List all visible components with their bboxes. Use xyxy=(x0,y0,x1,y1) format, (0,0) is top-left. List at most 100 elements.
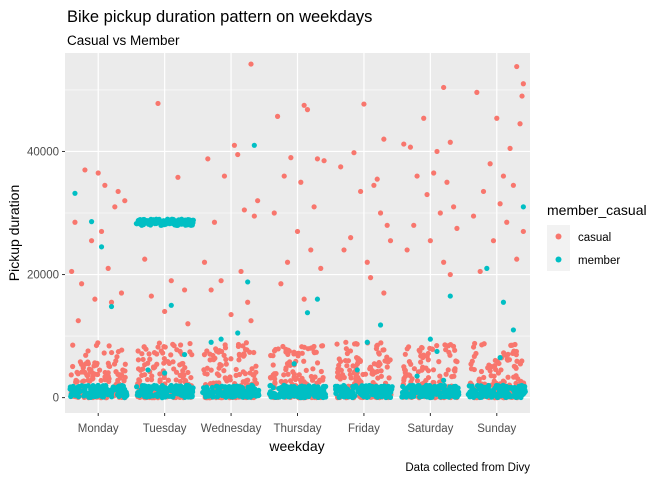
casual-point xyxy=(165,377,171,383)
legend-label-casual: casual xyxy=(578,232,611,244)
casual-point xyxy=(402,351,408,357)
member-point xyxy=(303,393,309,399)
member-point xyxy=(88,219,95,225)
member-point xyxy=(510,327,516,333)
casual-point xyxy=(314,156,321,162)
casual-point xyxy=(502,352,509,358)
casual-point xyxy=(212,355,218,361)
member-point xyxy=(149,386,155,392)
casual-point xyxy=(505,374,511,380)
member-point xyxy=(181,351,188,358)
casual-point xyxy=(223,361,229,367)
casual-point xyxy=(84,372,90,378)
casual-point xyxy=(447,271,453,278)
casual-point xyxy=(243,340,249,346)
member-point xyxy=(378,389,385,395)
casual-point xyxy=(321,158,327,164)
casual-point xyxy=(425,368,432,374)
member-point xyxy=(465,391,471,398)
casual-point xyxy=(272,380,278,386)
casual-point xyxy=(108,349,115,356)
casual-point xyxy=(298,179,304,185)
casual-point xyxy=(274,113,281,119)
casual-point xyxy=(278,281,284,287)
casual-point xyxy=(404,247,410,253)
casual-point xyxy=(102,182,108,188)
casual-point xyxy=(301,296,307,302)
casual-point xyxy=(470,213,477,219)
member-point xyxy=(115,384,121,390)
casual-point xyxy=(177,342,184,348)
casual-point xyxy=(115,188,121,195)
member-point xyxy=(315,384,321,390)
y-axis-label: Pickup duration xyxy=(6,185,22,282)
casual-point xyxy=(401,375,407,381)
casual-point xyxy=(493,366,499,373)
casual-point xyxy=(140,366,146,372)
member-point xyxy=(407,385,413,391)
member-point xyxy=(219,383,225,389)
casual-point xyxy=(98,377,104,384)
casual-point xyxy=(216,365,222,371)
casual-point xyxy=(235,151,241,158)
casual-point xyxy=(318,368,324,375)
casual-point xyxy=(490,238,497,244)
casual-point xyxy=(171,366,177,372)
casual-point xyxy=(283,365,289,371)
member-point xyxy=(155,392,161,398)
casual-point xyxy=(386,375,392,381)
casual-point xyxy=(318,265,324,271)
casual-point xyxy=(444,179,450,185)
member-point xyxy=(235,330,241,336)
casual-point xyxy=(68,372,74,378)
casual-point xyxy=(312,374,318,380)
casual-point xyxy=(360,371,366,378)
casual-point xyxy=(83,352,89,358)
casual-point xyxy=(233,366,239,373)
casual-point xyxy=(401,366,408,373)
member-point xyxy=(254,392,260,398)
casual-point xyxy=(242,371,248,377)
member-point xyxy=(215,393,221,400)
casual-point xyxy=(87,369,93,375)
member-point xyxy=(305,388,311,394)
casual-point xyxy=(468,361,474,367)
casual-point xyxy=(383,358,389,364)
casual-point xyxy=(344,350,350,357)
casual-point xyxy=(376,351,382,357)
member-point xyxy=(447,384,453,390)
member-point xyxy=(495,383,501,389)
member-point xyxy=(484,265,490,271)
casual-point xyxy=(284,361,291,367)
casual-point xyxy=(367,366,373,372)
casual-point xyxy=(170,341,176,347)
casual-point xyxy=(514,63,520,70)
casual-point xyxy=(520,228,526,235)
member-point xyxy=(245,384,251,390)
casual-point xyxy=(308,247,314,253)
member-point xyxy=(123,392,129,398)
casual-point xyxy=(348,235,354,241)
member-point xyxy=(403,387,409,393)
member-point xyxy=(251,142,257,148)
casual-point xyxy=(311,204,317,210)
member-point xyxy=(68,393,74,399)
casual-point xyxy=(108,299,115,305)
member-point xyxy=(185,387,192,394)
member-point xyxy=(441,394,447,400)
casual-point xyxy=(434,148,440,155)
casual-point xyxy=(95,170,101,176)
x-tick-label: Sunday xyxy=(477,423,516,435)
casual-point xyxy=(437,373,443,379)
casual-point xyxy=(421,115,427,121)
casual-point xyxy=(74,378,80,385)
casual-point xyxy=(177,372,183,378)
casual-point xyxy=(377,210,384,216)
casual-point xyxy=(79,281,85,287)
member-point xyxy=(103,385,109,391)
member-point xyxy=(436,383,442,390)
casual-point xyxy=(253,363,259,369)
casual-point xyxy=(150,364,157,370)
casual-point xyxy=(517,121,523,127)
member-point xyxy=(281,394,287,400)
